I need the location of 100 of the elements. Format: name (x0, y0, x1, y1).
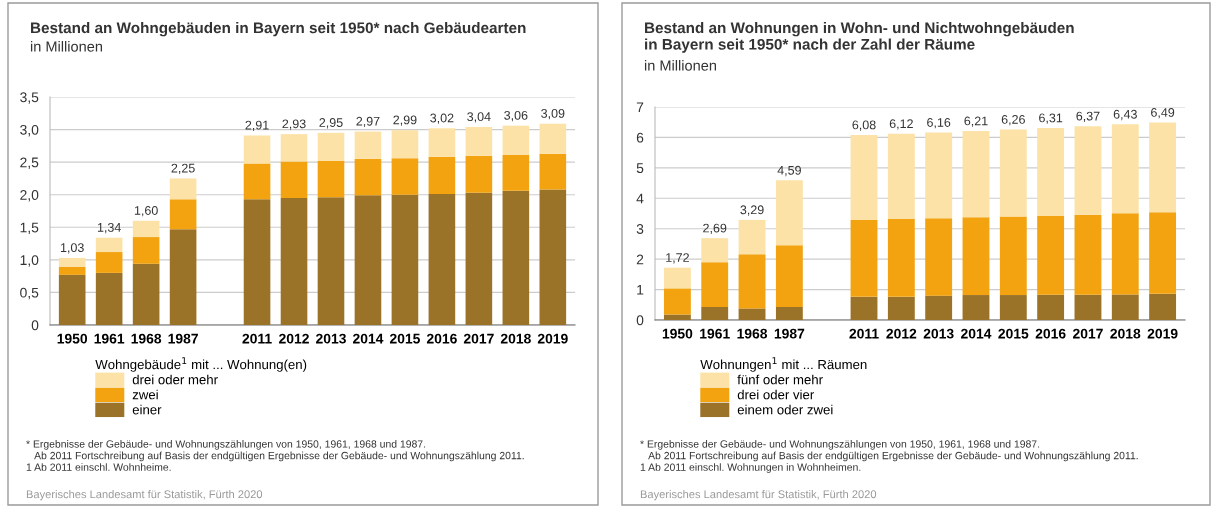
total-label: 3,29 (740, 205, 764, 216)
text: * Ergebnisse der Gebäude- und Wohnungszählungen von 1950, 1961, 1968 und 1987. Ab 2011 Fortschreibung auf Basis der endgültigen Ergebnisse der Gebäude- und Wohnungszählung 2011. 1 Ab 2011 einschl. Wohnungen in Wohnheimen. (640, 440, 1138, 473)
total-label: 6,49 (1151, 108, 1175, 119)
bar (925, 218, 953, 296)
total-label: 3,06 (504, 110, 528, 122)
text: * Ergebnisse der Gebäude- und Wohnungszählungen von 1950, 1961, 1968 und 1987. Ab 2011 Fortschreibung auf Basis der endgültigen Ergebnisse der Gebäude- und Wohnungszählung 2011. 1 Ab 2011 einschl. Wohnheime. (26, 440, 524, 471)
bar (1037, 128, 1065, 216)
bar (354, 131, 382, 159)
total-label: 2,97 (356, 116, 380, 128)
x-tick-label: 2015 (998, 328, 1029, 339)
bar (962, 131, 990, 218)
bar (428, 128, 456, 157)
bar (850, 219, 878, 297)
bar (775, 245, 803, 307)
bar (132, 263, 160, 325)
bar (887, 296, 915, 320)
y-tick-label: 3,0 (20, 124, 39, 137)
legend-label: drei oder vier (737, 389, 815, 400)
bar (58, 257, 86, 268)
x-tick-label: 1987 (774, 328, 805, 339)
bar (354, 195, 382, 325)
x-tick-label: 2019 (1147, 328, 1178, 339)
bar (95, 272, 123, 325)
legend-label: einer (132, 404, 162, 415)
bar (1111, 213, 1139, 295)
bar (701, 238, 729, 263)
bar (1149, 293, 1177, 320)
total-label: 6,12 (889, 119, 913, 130)
x-tick-label: 2014 (352, 333, 384, 344)
x-tick-label: 2011 (242, 333, 272, 344)
bar (738, 254, 766, 309)
x-tick-label: 2012 (886, 328, 917, 339)
bar (962, 295, 990, 320)
bar (169, 178, 197, 200)
y-tick-label: 0 (31, 320, 39, 331)
total-label: 6,21 (964, 116, 988, 127)
bar (243, 135, 271, 164)
bar (243, 199, 271, 325)
total-label: 3,09 (541, 108, 565, 120)
y-tick-label: 2,0 (20, 190, 39, 202)
bar (738, 308, 766, 320)
bar (1149, 212, 1177, 294)
bar (539, 189, 567, 325)
bar (502, 154, 530, 191)
bar (663, 267, 691, 289)
y-tick-label: 0 (636, 315, 644, 326)
bar (502, 125, 530, 155)
total-label: 2,99 (393, 115, 417, 126)
y-tick-label: 1,5 (20, 222, 39, 235)
bar (663, 288, 691, 315)
total-label: 2,93 (282, 119, 306, 130)
total-label: 2,69 (703, 223, 727, 234)
y-tick-label: 1 (637, 285, 644, 295)
x-tick-label: 2012 (279, 333, 309, 344)
chart-title: Bestand an Wohnungen in Wohn- und Nichtwohngebäuden in Bayern seit 1950* nach der Zahl der Räume (645, 22, 1074, 53)
text: Bayerisches Landesamt für Statistik, Fürth 2020 (640, 490, 877, 501)
bar (663, 314, 691, 320)
legend-label: fünf oder mehr (737, 374, 823, 385)
y-tick-label: 3,5 (20, 92, 39, 104)
bar (169, 229, 197, 325)
bar (850, 296, 878, 320)
bar (701, 262, 729, 307)
bar (502, 190, 530, 325)
bar (1074, 214, 1102, 295)
bar (1037, 294, 1065, 320)
total-label: 3,02 (430, 113, 454, 124)
y-tick-label: 2,5 (20, 157, 39, 169)
bar (1111, 294, 1139, 320)
bar (132, 220, 160, 238)
bar (775, 180, 803, 246)
total-label: 1,60 (134, 206, 158, 217)
total-label: 4,59 (777, 165, 801, 177)
total-label: 6,16 (927, 118, 951, 129)
bar (539, 153, 567, 190)
bar (280, 161, 308, 198)
bar (428, 156, 456, 195)
bar (169, 199, 197, 230)
x-tick-label: 2016 (1035, 328, 1066, 339)
bar (280, 197, 308, 325)
x-tick-label: 2018 (500, 333, 531, 344)
x-tick-label: 2017 (463, 333, 494, 344)
bar (775, 306, 803, 320)
total-label: 1,34 (97, 222, 121, 234)
bar (850, 134, 878, 220)
legend-label: drei oder mehr (132, 374, 218, 385)
bar (95, 252, 123, 273)
x-tick-label: 1987 (168, 333, 198, 344)
total-label: 2,25 (171, 163, 195, 175)
y-tick-label: 6 (636, 132, 644, 143)
bar (391, 194, 419, 325)
bar (465, 155, 493, 193)
x-tick-label: 2011 (849, 328, 879, 339)
bar (428, 194, 456, 325)
total-label: 1,72 (666, 253, 689, 264)
x-tick-label: 1961 (700, 328, 730, 339)
x-tick-label: 2013 (923, 328, 954, 339)
y-tick-label: 1,0 (20, 255, 39, 267)
x-tick-label: 1961 (94, 333, 125, 344)
bar (58, 267, 86, 275)
bar (243, 163, 271, 200)
